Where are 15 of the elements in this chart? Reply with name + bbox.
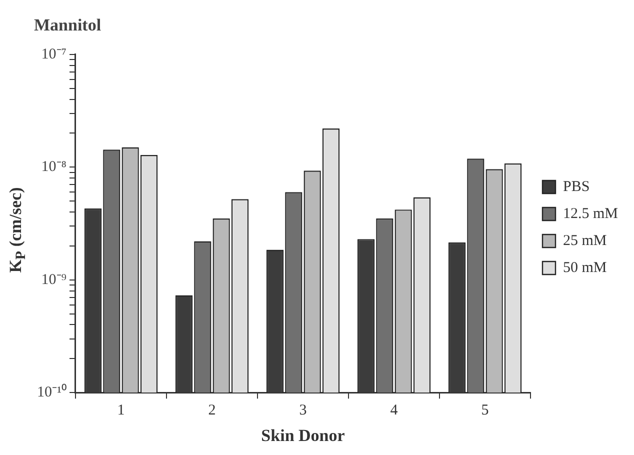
x-tick-label: 1 [117,402,125,419]
x-tick-label: 3 [299,402,307,419]
legend-label: 50 mM [562,260,607,276]
y-tick-label: 10⁻¹⁰ [36,384,66,401]
x-tick-label: 5 [481,402,489,419]
x-axis-title: Skin Donor [261,426,346,446]
y-tick-label: 10⁻⁷ [41,46,66,62]
chart-title: Mannitol [34,16,102,35]
legend-label: 25 mM [562,232,607,249]
legend-label: PBS [562,178,590,195]
legend-label: 12.5 mM [562,206,618,222]
y-tick-label: 10⁻⁹ [41,272,66,288]
y-tick-label: 10⁻⁸ [41,159,66,176]
x-tick-label: 4 [390,402,398,419]
x-tick-label: 2 [208,402,216,419]
